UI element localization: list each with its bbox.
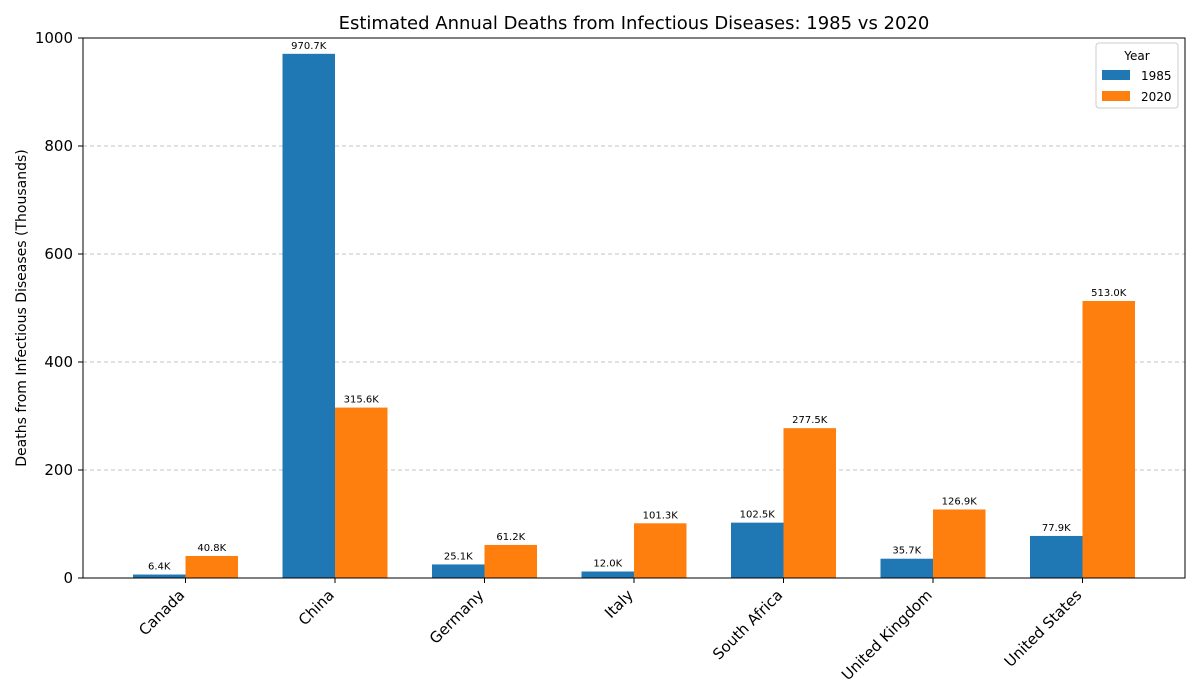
bar-1985[interactable]: [581, 571, 635, 578]
bar-1985[interactable]: [731, 522, 784, 578]
bar-2020[interactable]: [634, 523, 687, 578]
bar-1985[interactable]: [432, 564, 485, 578]
bar-value-label: 277.5K: [792, 415, 828, 426]
y-axis-label: Deaths from Infectious Diseases (Thousan…: [14, 149, 30, 466]
bar-value-label: 970.7K: [291, 41, 327, 52]
legend[interactable]: Year 1985 2020: [1095, 42, 1179, 109]
x-tick-label: South Africa: [709, 586, 786, 663]
x-tick-label: Italy: [601, 586, 637, 622]
bar-value-label: 315.6K: [344, 395, 380, 406]
bar-2020[interactable]: [484, 544, 538, 578]
y-tick-label: 1000: [35, 29, 73, 47]
bar-value-label: 40.8K: [197, 543, 226, 554]
y-axis: 0 200 400 600 800 1000: [35, 29, 83, 587]
bar-value-label: 513.0K: [1091, 288, 1127, 299]
grid-layer: [83, 145, 1185, 471]
x-tick-label: United States: [1001, 586, 1086, 671]
x-tick-label: Canada: [135, 586, 188, 639]
bar-label-layer: 6.4K 40.8K 970.7K 315.6K 25.1K 61.2K 12.0K 101.…: [148, 41, 1127, 573]
y-tick-label: 200: [44, 461, 73, 479]
bar-value-label: 77.9K: [1042, 523, 1071, 534]
bar-2020[interactable]: [933, 509, 986, 578]
bar-1985[interactable]: [282, 53, 336, 578]
bar-1985[interactable]: [880, 558, 934, 578]
y-tick-label: 600: [44, 245, 73, 263]
chart-title: Estimated Annual Deaths from Infectious …: [339, 13, 930, 34]
x-tick-label: China: [295, 586, 338, 629]
bar-2020[interactable]: [1082, 300, 1136, 578]
bar-1985[interactable]: [133, 574, 186, 578]
legend-title: Year: [1123, 49, 1149, 63]
y-tick-label: 400: [44, 353, 73, 371]
bar-value-label: 102.5K: [740, 510, 776, 521]
x-axis: Canada China Germany Italy South Africa Unite…: [135, 578, 1085, 684]
bar-value-label: 126.9K: [942, 496, 978, 507]
bar-layer: [133, 53, 1136, 578]
bar-value-label: 12.0K: [593, 559, 622, 570]
legend-label-1985: 1985: [1141, 69, 1172, 83]
bar-value-label: 61.2K: [496, 532, 525, 543]
bar-value-label: 25.1K: [444, 551, 473, 562]
bar-1985[interactable]: [1030, 535, 1083, 578]
x-tick-label: United Kingdom: [838, 586, 936, 684]
bar-2020[interactable]: [185, 555, 239, 578]
legend-swatch-2020: [1102, 91, 1130, 101]
bar-value-label: 6.4K: [148, 562, 171, 573]
legend-swatch-1985: [1102, 70, 1130, 80]
y-tick-label: 0: [63, 569, 73, 587]
bar-2020[interactable]: [335, 407, 388, 578]
plot-frame: [82, 37, 1186, 579]
bar-value-label: 35.7K: [892, 546, 921, 557]
legend-label-2020: 2020: [1141, 90, 1172, 104]
y-tick-label: 800: [44, 137, 73, 155]
bar-2020[interactable]: [783, 428, 837, 578]
bar-value-label: 101.3K: [643, 510, 679, 521]
x-tick-label: Germany: [426, 586, 488, 648]
